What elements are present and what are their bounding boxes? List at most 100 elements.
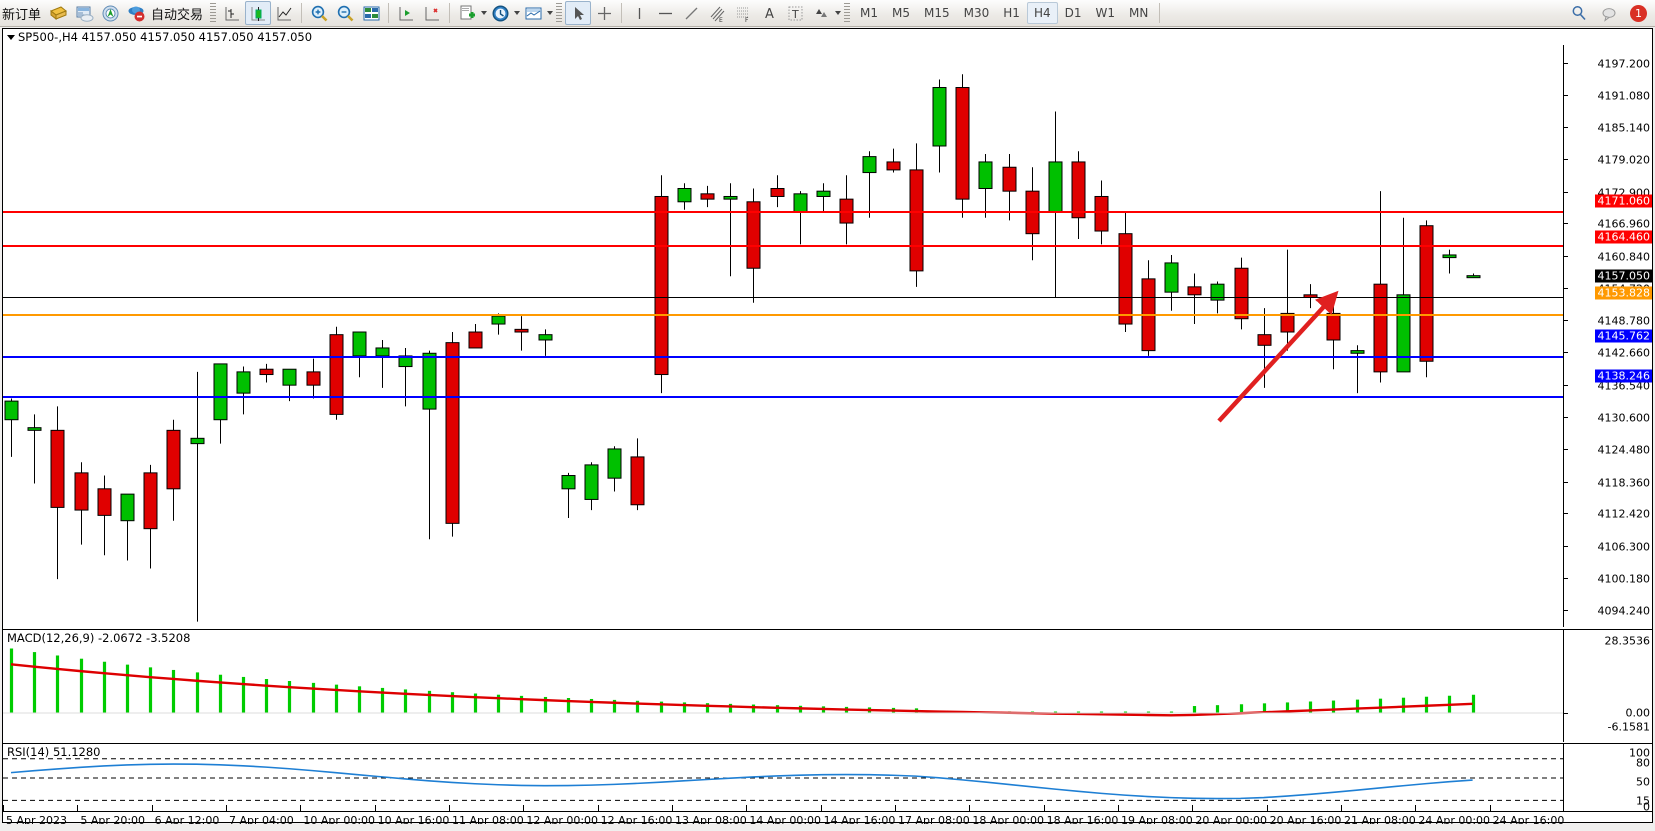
time-tick-label: 12 Apr 16:00 xyxy=(600,814,673,827)
candlestick-chart-icon[interactable] xyxy=(245,1,272,25)
macd-tick-min: -6.1581 xyxy=(1607,720,1650,734)
toolbar-right-group: 1 xyxy=(1566,1,1655,25)
chevron-down-icon[interactable] xyxy=(547,11,554,15)
chart-shift-marker-icon[interactable] xyxy=(419,1,445,25)
svg-text:A: A xyxy=(765,7,774,22)
navigator-icon[interactable] xyxy=(97,1,123,25)
time-tick-label: 11 Apr 08:00 xyxy=(452,814,524,827)
macd-pane[interactable]: MACD(12,26,9) -2.0672 -3.5208 28.3536 0.… xyxy=(3,629,1652,742)
vline-icon[interactable] xyxy=(626,1,652,25)
price-line-current[interactable] xyxy=(3,297,1564,298)
chevron-down-icon[interactable] xyxy=(835,11,842,15)
timeframe-m30[interactable]: M30 xyxy=(963,6,990,20)
time-tick-label: 20 Apr 16:00 xyxy=(1269,814,1342,827)
price-level-label-pivot[interactable]: 4153.828 xyxy=(1594,286,1652,300)
chart-window[interactable]: SP500-,H4 4157.050 4157.050 4157.050 415… xyxy=(2,28,1653,827)
time-tick-label: 24 Apr 16:00 xyxy=(1492,814,1565,827)
timeframe-w1[interactable]: W1 xyxy=(1095,6,1116,20)
price-pane[interactable]: 4197.200 4191.080 4185.140 4179.020 4172.900… xyxy=(3,45,1652,627)
rsi-tick-0: 0 xyxy=(1643,800,1650,813)
toolbar-grip[interactable] xyxy=(556,3,563,23)
time-tick xyxy=(523,805,525,812)
templates-icon[interactable] xyxy=(520,1,546,25)
price-tick-label: 4112.420 xyxy=(1597,507,1651,520)
equidistant-channel-icon[interactable]: E xyxy=(704,1,730,25)
line-chart-icon[interactable] xyxy=(271,1,297,25)
autotrading-button[interactable]: 自动交易 xyxy=(151,7,204,23)
price-plot[interactable] xyxy=(3,45,1564,627)
quote-text: SP500-,H4 4157.050 4157.050 4157.050 415… xyxy=(18,30,313,44)
rsi-label[interactable]: RSI(14) 51.1280 xyxy=(7,745,101,759)
chart-shift-icon[interactable] xyxy=(358,1,384,25)
collapse-triangle-icon[interactable] xyxy=(7,35,15,40)
price-level-label-current-price[interactable]: 4157.050 xyxy=(1594,269,1652,283)
toolbar-separator xyxy=(449,3,451,23)
rsi-plot[interactable] xyxy=(3,744,1564,812)
new-order-button[interactable]: 新订单 xyxy=(2,7,42,23)
time-tick xyxy=(895,805,896,812)
data-window-icon[interactable] xyxy=(71,1,97,25)
time-tick-label: 14 Apr 00:00 xyxy=(749,814,822,827)
trendline-icon[interactable] xyxy=(678,1,704,25)
bar-chart-icon[interactable] xyxy=(219,1,245,25)
text-icon[interactable]: A xyxy=(756,1,782,25)
price-level-label-resistance-1[interactable]: 4171.060 xyxy=(1594,194,1652,208)
time-tick-label: 21 Apr 08:00 xyxy=(1344,814,1416,827)
zoom-in-icon[interactable] xyxy=(306,1,332,25)
rsi-tick-80: 80 xyxy=(1636,756,1650,770)
price-level-label-support-1[interactable]: 4145.762 xyxy=(1594,329,1652,343)
timeframe-mn[interactable]: MN xyxy=(1129,6,1149,20)
timeframe-d1[interactable]: D1 xyxy=(1064,6,1082,20)
toolbar-grip[interactable] xyxy=(844,3,851,23)
time-tick-label: 7 Apr 04:00 xyxy=(229,814,294,827)
chevron-down-icon[interactable] xyxy=(481,11,488,15)
chevron-down-icon[interactable] xyxy=(514,11,521,15)
timeframe-h4[interactable]: H4 xyxy=(1026,2,1058,24)
time-tick xyxy=(820,805,822,812)
hline-icon[interactable] xyxy=(652,1,678,25)
market-watch-icon[interactable] xyxy=(45,1,71,25)
time-tick xyxy=(1341,805,1342,812)
timeframe-m1[interactable]: M1 xyxy=(860,6,879,20)
auto-scroll-icon[interactable] xyxy=(393,1,419,25)
price-line-support-2[interactable] xyxy=(3,396,1564,398)
chart-quote-header: SP500-,H4 4157.050 4157.050 4157.050 415… xyxy=(7,30,312,44)
timeframe-h1[interactable]: H1 xyxy=(1003,6,1020,20)
time-tick xyxy=(1192,805,1194,812)
cursor-icon[interactable] xyxy=(565,1,592,25)
macd-plot[interactable] xyxy=(3,630,1564,742)
fibonacci-icon[interactable]: F xyxy=(730,1,756,25)
label-icon[interactable]: T xyxy=(782,1,808,25)
price-line-resistance-1[interactable] xyxy=(3,211,1564,213)
price-tick-label: 4118.360 xyxy=(1597,476,1651,489)
price-line-resistance-2[interactable] xyxy=(3,245,1564,247)
timeframe-m15[interactable]: M15 xyxy=(924,6,950,20)
notification-icon[interactable] xyxy=(1598,1,1624,25)
new-chart-icon[interactable] xyxy=(454,1,480,25)
price-level-label-support-2[interactable]: 4138.246 xyxy=(1594,369,1652,383)
shapes-icon[interactable] xyxy=(808,1,834,25)
timeframe-m5[interactable]: M5 xyxy=(892,6,911,20)
time-axis[interactable]: 5 Apr 2023 5 Apr 20:00 6 Apr 12:00 7 Apr 04… xyxy=(3,805,1652,827)
price-line-support-1[interactable] xyxy=(3,356,1564,358)
time-tick xyxy=(300,805,302,812)
price-line-pivot[interactable] xyxy=(3,314,1564,316)
time-tick xyxy=(1489,805,1491,812)
time-tick xyxy=(597,805,599,812)
zoom-out-icon[interactable] xyxy=(332,1,358,25)
rsi-scale[interactable]: 100 80 50 15 0 xyxy=(1563,744,1652,812)
rsi-pane[interactable]: RSI(14) 51.1280 100 80 50 15 0 xyxy=(3,743,1652,812)
toolbar-grip[interactable] xyxy=(210,3,217,23)
price-level-label-resistance-2[interactable]: 4164.460 xyxy=(1594,230,1652,244)
period-icon[interactable] xyxy=(487,1,513,25)
autotrading-icon[interactable] xyxy=(123,1,149,25)
crosshair-icon[interactable] xyxy=(591,1,617,25)
macd-scale[interactable]: 28.3536 0.00 -6.1581 xyxy=(1563,630,1652,742)
macd-label[interactable]: MACD(12,26,9) -2.0672 -3.5208 xyxy=(7,631,191,645)
time-tick-label: 10 Apr 00:00 xyxy=(303,814,376,827)
svg-text:T: T xyxy=(791,8,799,21)
price-scale[interactable]: 4197.200 4191.080 4185.140 4179.020 4172.900… xyxy=(1563,45,1652,627)
rsi-tick-15: 15 xyxy=(1636,794,1650,808)
search-icon[interactable] xyxy=(1566,1,1592,25)
